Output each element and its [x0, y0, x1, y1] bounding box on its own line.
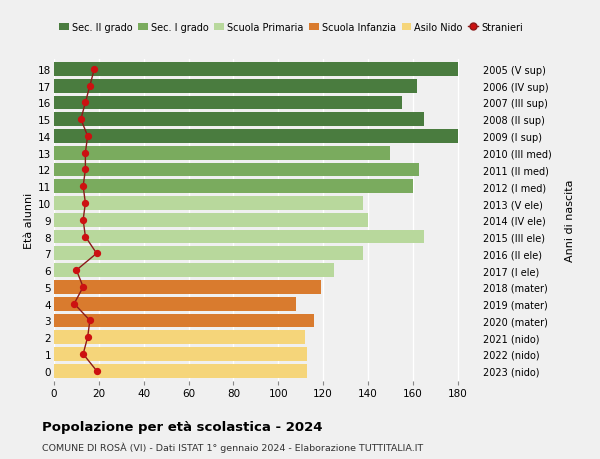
Point [70, 300, 79, 308]
Bar [54, 263, 334, 277]
Point [80, 100, 90, 107]
Bar [54, 364, 307, 378]
Bar [54, 197, 364, 210]
Bar [54, 213, 368, 227]
Point [79, 217, 88, 224]
Bar [54, 130, 458, 144]
Legend: Sec. II grado, Sec. I grado, Scuola Primaria, Scuola Infanzia, Asilo Nido, Stran: Sec. II grado, Sec. I grado, Scuola Prim… [59, 23, 523, 33]
Bar [54, 63, 458, 77]
Point [92, 367, 101, 375]
Bar [54, 347, 307, 361]
Bar [54, 297, 296, 311]
Point [79, 284, 88, 291]
Point [80, 150, 90, 157]
Bar [54, 330, 305, 344]
Bar [54, 113, 424, 127]
Bar [54, 247, 364, 261]
Bar [54, 163, 419, 177]
Text: Popolazione per età scolastica - 2024: Popolazione per età scolastica - 2024 [42, 420, 323, 433]
Point [79, 183, 88, 190]
Point [85, 83, 95, 90]
Point [83, 133, 92, 140]
Bar [54, 314, 314, 328]
Bar [54, 230, 424, 244]
Point [80, 200, 90, 207]
Bar [54, 280, 321, 294]
Point [92, 250, 101, 257]
Bar [54, 180, 413, 194]
Point [80, 167, 90, 174]
Text: COMUNE DI ROSÀ (VI) - Dati ISTAT 1° gennaio 2024 - Elaborazione TUTTITALIA.IT: COMUNE DI ROSÀ (VI) - Dati ISTAT 1° genn… [42, 442, 423, 452]
Bar [54, 146, 391, 160]
Y-axis label: Anni di nascita: Anni di nascita [565, 179, 575, 262]
Y-axis label: Età alunni: Età alunni [24, 192, 34, 248]
Point [85, 317, 95, 325]
Point [80, 233, 90, 241]
Point [89, 66, 99, 73]
Point [79, 351, 88, 358]
Bar [54, 96, 401, 110]
Point [76, 116, 86, 123]
Bar [54, 79, 417, 93]
Point [71, 267, 81, 274]
Point [83, 334, 92, 341]
